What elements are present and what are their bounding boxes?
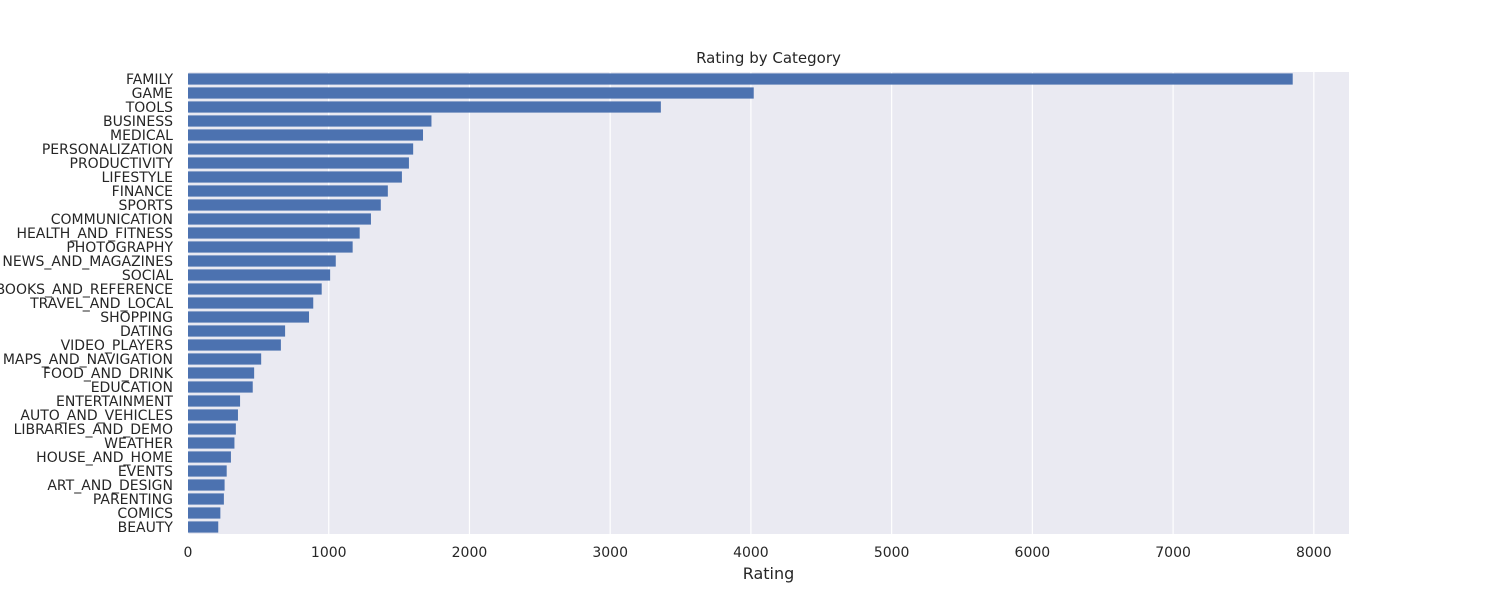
x-axis-label: Rating [742, 564, 795, 583]
category-label: TOOLS [125, 100, 173, 116]
plot-area [188, 72, 1349, 534]
bar [188, 437, 235, 449]
x-tick-label: 1000 [311, 545, 347, 561]
bar [188, 409, 238, 421]
x-tick-label: 2000 [452, 545, 488, 561]
bar [188, 213, 371, 225]
bar [188, 381, 253, 393]
category-label: LIBRARIES_AND_DEMO [14, 422, 173, 438]
x-tick-label: 7000 [1155, 545, 1191, 561]
bar [188, 101, 661, 113]
category-label: FAMILY [126, 72, 173, 88]
bar [188, 129, 424, 141]
category-label: EVENTS [118, 464, 173, 480]
category-labels: FAMILYGAMETOOLSBUSINESSMEDICALPERSONALIZ… [0, 72, 174, 536]
category-label: PERSONALIZATION [42, 142, 173, 158]
category-label: LIFESTYLE [102, 170, 173, 186]
bar [188, 297, 314, 309]
category-label: ENTERTAINMENT [56, 394, 173, 410]
category-label: PRODUCTIVITY [70, 156, 174, 172]
category-label: HOUSE_AND_HOME [36, 450, 173, 466]
bar [188, 87, 754, 99]
x-tick-label: 5000 [874, 545, 910, 561]
category-label: COMMUNICATION [51, 212, 173, 228]
category-label: HEALTH_AND_FITNESS [16, 226, 173, 242]
bar [188, 255, 336, 267]
category-label: SOCIAL [122, 268, 173, 284]
category-label: PARENTING [93, 492, 173, 508]
category-label: AUTO_AND_VEHICLES [20, 408, 173, 424]
bar [188, 479, 225, 491]
category-label: WEATHER [104, 436, 173, 452]
bar [188, 157, 409, 169]
category-label: DATING [120, 324, 173, 340]
bar [188, 185, 388, 197]
category-label: FINANCE [112, 184, 173, 200]
bar [188, 339, 281, 351]
bar [188, 283, 322, 295]
category-label: TRAVEL_AND_LOCAL [29, 296, 173, 312]
category-label: SPORTS [119, 198, 174, 214]
bar [188, 353, 262, 365]
category-label: SHOPPING [100, 310, 173, 326]
category-label: BEAUTY [118, 520, 174, 536]
x-tick-labels: 0 1000 2000 3000 4000 5000 6000 7000 8000 [184, 545, 1332, 561]
category-label: MEDICAL [110, 128, 173, 144]
bar [188, 507, 221, 519]
category-label: GAME [132, 86, 173, 102]
x-tick-label: 6000 [1015, 545, 1051, 561]
bar [188, 227, 360, 239]
category-label: EDUCATION [91, 380, 173, 396]
bar [188, 451, 231, 463]
x-tick-label: 8000 [1296, 545, 1332, 561]
category-label: MAPS_AND_NAVIGATION [3, 352, 173, 368]
bar [188, 493, 224, 505]
bar [188, 171, 402, 183]
bar [188, 367, 255, 379]
category-label: COMICS [117, 506, 173, 522]
x-tick-label: 0 [184, 545, 193, 561]
bar [188, 465, 227, 477]
category-label: BUSINESS [103, 114, 173, 130]
x-tick-label: 3000 [592, 545, 628, 561]
chart-title: Rating by Category [696, 49, 841, 67]
category-label: NEWS_AND_MAGAZINES [2, 254, 173, 270]
bar [188, 521, 219, 533]
category-label: PHOTOGRAPHY [66, 240, 173, 256]
x-tick-label: 4000 [733, 545, 769, 561]
bar [188, 241, 353, 253]
category-label: BOOKS_AND_REFERENCE [0, 282, 173, 298]
bar [188, 423, 236, 435]
category-label: ART_AND_DESIGN [47, 478, 173, 494]
bar [188, 115, 432, 127]
bar [188, 311, 310, 323]
bar [188, 73, 1293, 85]
bar [188, 143, 414, 155]
bar [188, 325, 286, 337]
bar [188, 395, 241, 407]
bar [188, 199, 381, 211]
category-label: FOOD_AND_DRINK [43, 366, 174, 382]
bars [188, 73, 1293, 533]
category-label: VIDEO_PLAYERS [61, 338, 174, 354]
bar [188, 269, 331, 281]
